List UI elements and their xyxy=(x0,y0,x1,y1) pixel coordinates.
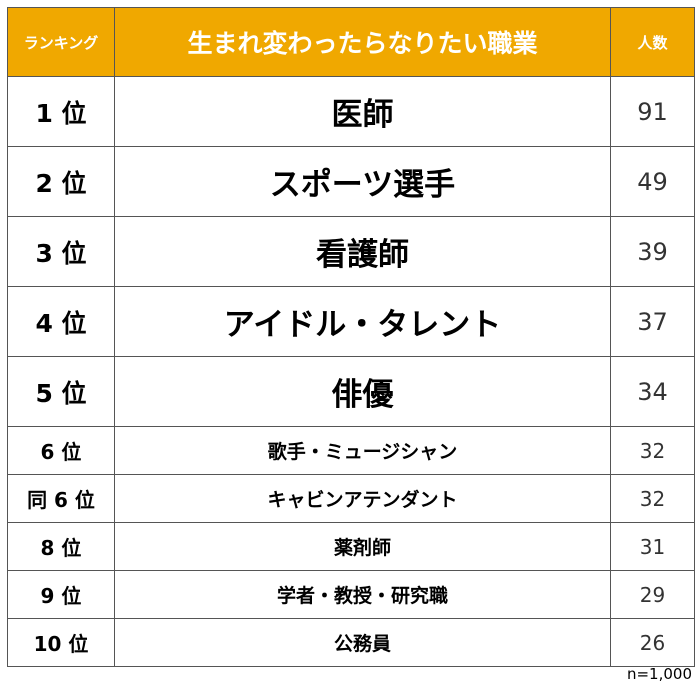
rank-cell: 4 位 xyxy=(7,286,115,357)
rank-cell: 2 位 xyxy=(7,146,115,217)
header-job: 生まれ変わったらなりたい職業 xyxy=(114,7,611,77)
table-row: 10 位 公務員 26 xyxy=(7,618,695,667)
job-cell: 俳優 xyxy=(114,356,611,427)
count-cell: 26 xyxy=(610,618,695,667)
count-cell: 32 xyxy=(610,474,695,523)
count-cell: 34 xyxy=(610,356,695,427)
count-cell: 39 xyxy=(610,216,695,287)
rank-cell: 6 位 xyxy=(7,426,115,475)
table-row: 6 位 歌手・ミュージシャン 32 xyxy=(7,426,695,475)
job-cell: 公務員 xyxy=(114,618,611,667)
table-row: 2 位 スポーツ選手 49 xyxy=(7,146,695,217)
table-row: 4 位 アイドル・タレント 37 xyxy=(7,286,695,357)
count-cell: 91 xyxy=(610,76,695,147)
table-row: 3 位 看護師 39 xyxy=(7,216,695,287)
count-cell: 29 xyxy=(610,570,695,619)
rank-cell: 9 位 xyxy=(7,570,115,619)
rank-cell: 8 位 xyxy=(7,522,115,571)
rank-cell: 同 6 位 xyxy=(7,474,115,523)
count-cell: 37 xyxy=(610,286,695,357)
job-cell: アイドル・タレント xyxy=(114,286,611,357)
rank-cell: 3 位 xyxy=(7,216,115,287)
table-row: 9 位 学者・教授・研究職 29 xyxy=(7,570,695,619)
header-row: ランキング 生まれ変わったらなりたい職業 人数 xyxy=(7,7,695,77)
rank-cell: 10 位 xyxy=(7,618,115,667)
job-cell: 看護師 xyxy=(114,216,611,287)
table-row: 5 位 俳優 34 xyxy=(7,356,695,427)
table-row: 1 位 医師 91 xyxy=(7,76,695,147)
job-cell: スポーツ選手 xyxy=(114,146,611,217)
table-row: 同 6 位 キャビンアテンダント 32 xyxy=(7,474,695,523)
job-cell: 歌手・ミュージシャン xyxy=(114,426,611,475)
count-cell: 49 xyxy=(610,146,695,217)
rank-cell: 1 位 xyxy=(7,76,115,147)
job-cell: 学者・教授・研究職 xyxy=(114,570,611,619)
job-cell: 薬剤師 xyxy=(114,522,611,571)
ranking-table: ランキング 生まれ変わったらなりたい職業 人数 1 位 医師 91 2 位 スポ… xyxy=(7,7,695,667)
rank-cell: 5 位 xyxy=(7,356,115,427)
table-row: 8 位 薬剤師 31 xyxy=(7,522,695,571)
header-count: 人数 xyxy=(610,7,695,77)
header-rank: ランキング xyxy=(7,7,115,77)
job-cell: キャビンアテンダント xyxy=(114,474,611,523)
count-cell: 32 xyxy=(610,426,695,475)
job-cell: 医師 xyxy=(114,76,611,147)
count-cell: 31 xyxy=(610,522,695,571)
sample-size-note: n=1,000 xyxy=(626,665,692,683)
